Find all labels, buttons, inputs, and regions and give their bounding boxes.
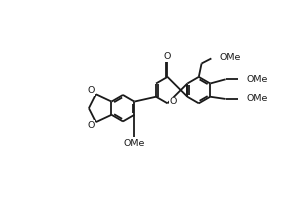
Text: OMe: OMe — [219, 53, 241, 61]
Text: OMe: OMe — [124, 139, 145, 148]
Text: O: O — [164, 52, 171, 61]
Text: O: O — [87, 86, 95, 96]
Text: O: O — [170, 98, 177, 106]
Text: O: O — [87, 121, 95, 130]
Text: OMe: OMe — [246, 75, 267, 84]
Text: OMe: OMe — [246, 95, 267, 103]
